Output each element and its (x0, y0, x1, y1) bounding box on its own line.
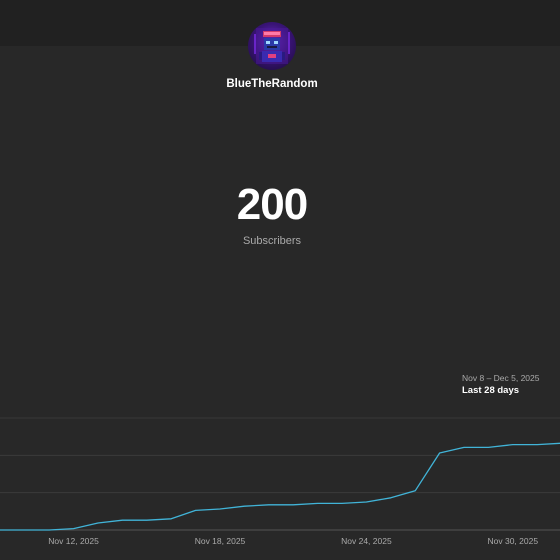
date-range-label: Last 28 days (462, 385, 520, 396)
subscriber-label: Subscribers (242, 235, 302, 247)
subscriber-chart: Nov 12, 2025 Nov 18, 2025 Nov 24, 2025 Nov … (0, 417, 560, 546)
channel-name[interactable]: BlueTheRandom (226, 78, 318, 90)
robot-avatar-icon (254, 28, 290, 64)
date-range-dates: Nov 8 – Dec 5, 2025 (462, 373, 540, 383)
x-tick-label: Nov 24, 2025 (341, 536, 392, 546)
subscriber-count: 200 (236, 180, 308, 229)
channel-avatar[interactable] (248, 22, 296, 70)
x-tick-label: Nov 30, 2025 (488, 536, 539, 546)
x-tick-label: Nov 12, 2025 (48, 536, 99, 546)
series-line-subscribers[interactable] (0, 442, 560, 531)
x-tick-label: Nov 18, 2025 (195, 536, 246, 546)
